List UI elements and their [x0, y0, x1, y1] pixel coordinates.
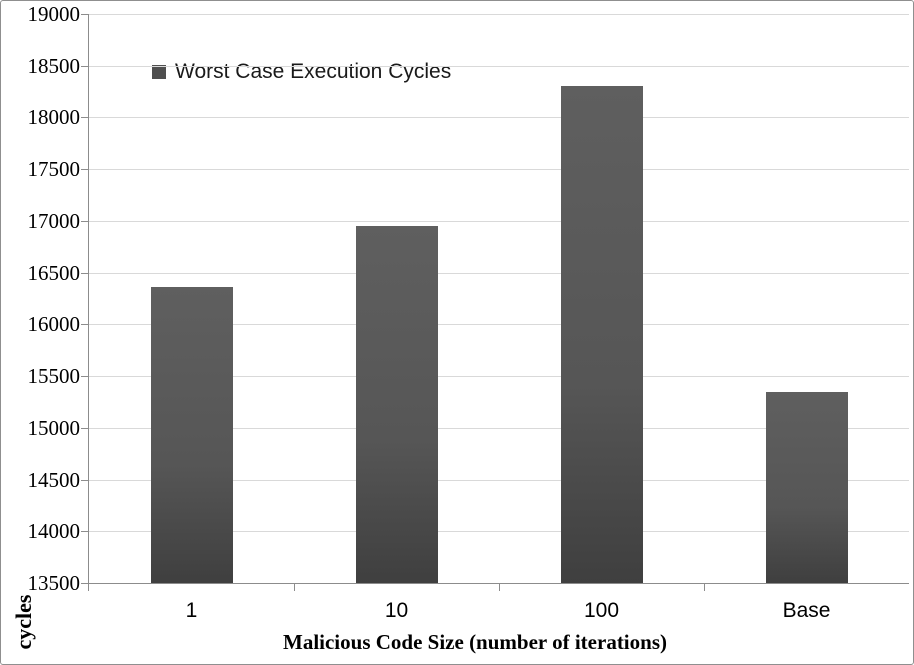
gridline: [89, 531, 909, 533]
y-axis-tick: [81, 479, 89, 481]
y-tick-label: 14000: [27, 519, 81, 544]
y-tick-label: 16500: [27, 260, 81, 285]
y-tick-label: 17500: [27, 157, 81, 182]
y-tick-label: 13500: [27, 571, 81, 595]
y-tick-label: 16000: [27, 312, 81, 337]
x-category-label: 10: [384, 599, 409, 622]
gridline: [89, 65, 909, 67]
gridline: [89, 272, 909, 274]
y-tick-label: 15500: [27, 364, 81, 389]
y-tick-label: 19000: [27, 2, 81, 26]
y-axis-tick: [81, 117, 89, 119]
x-axis-tick: [294, 583, 295, 591]
x-category-label: Base: [782, 599, 831, 622]
bar-10: [355, 226, 438, 583]
y-axis-tick: [81, 376, 89, 378]
gridline: [89, 220, 909, 222]
gridline: [89, 324, 909, 326]
y-axis-tick: [81, 272, 89, 274]
y-tick-label: 14500: [27, 467, 81, 492]
x-category-label: 1: [185, 599, 198, 622]
y-axis-tick: [81, 65, 89, 67]
bar-100: [560, 86, 643, 583]
x-axis-line: [81, 583, 909, 584]
y-axis-tick: [81, 14, 89, 15]
y-axis-tick: [81, 220, 89, 222]
y-tick-label: 18000: [27, 105, 81, 130]
y-axis-tick: [81, 324, 89, 326]
legend: Worst Case Execution Cycles: [152, 57, 451, 87]
gridline: [89, 14, 909, 15]
x-axis-tick: [499, 583, 500, 591]
y-axis-line: [88, 14, 89, 591]
bar-1: [150, 287, 233, 583]
gridline: [89, 376, 909, 378]
gridline: [89, 117, 909, 119]
y-tick-label: 15000: [27, 415, 81, 440]
y-axis-tick: [81, 169, 89, 171]
x-axis-tick: [704, 583, 705, 591]
gridline: [89, 479, 909, 481]
legend-swatch: [152, 65, 166, 79]
legend-label: Worst Case Execution Cycles: [175, 60, 452, 83]
gridline: [89, 427, 909, 429]
gridline: [89, 169, 909, 171]
y-axis-tick: [81, 427, 89, 429]
bar-Base: [765, 391, 848, 583]
x-axis-title: Malicious Code Size (number of iteration…: [283, 630, 667, 654]
y-tick-label: 17000: [27, 208, 81, 233]
y-axis-tick: [81, 531, 89, 533]
y-tick-label: 18500: [27, 53, 81, 78]
x-category-label: 100: [583, 599, 620, 622]
